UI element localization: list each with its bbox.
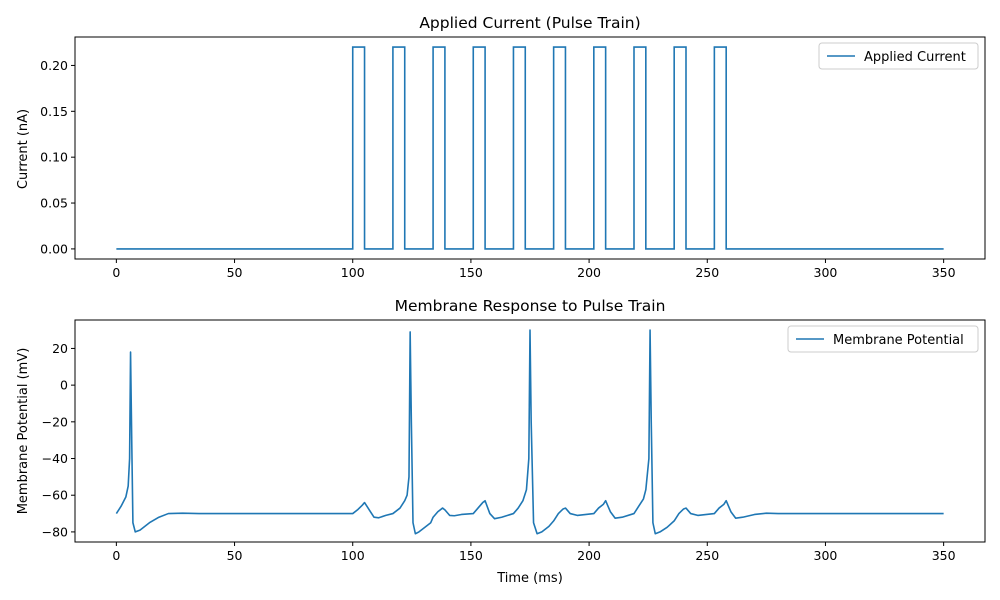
current-x-tick-label: 350 (932, 265, 956, 280)
current-x-tick-label: 100 (341, 265, 365, 280)
current-x-tick-label: 300 (814, 265, 838, 280)
current-x-tick-label: 150 (459, 265, 483, 280)
current-y-tick-label: 0.10 (40, 150, 68, 165)
membrane-y-tick-label: −80 (42, 524, 68, 539)
membrane-y-tick-label: −40 (42, 451, 68, 466)
membrane-y-tick-label: −60 (42, 488, 68, 503)
current-legend-box (818, 42, 979, 70)
current-x-tick-label: 250 (695, 265, 719, 280)
membrane-x-tick-label: 300 (814, 548, 838, 563)
current-series-line (116, 46, 944, 250)
current-y-tick-label: 0.00 (40, 241, 68, 256)
current-x-tick-label: 0 (112, 265, 120, 280)
membrane-chart: Membrane Response to Pulse Train Membran… (16, 297, 986, 586)
current-y-tick-label: 0.05 (40, 196, 68, 211)
membrane-y-tick-label: 20 (52, 341, 68, 356)
x-axis-label: Time (ms) (496, 571, 563, 586)
membrane-chart-title: Membrane Response to Pulse Train (395, 297, 666, 315)
membrane-x-tick-label: 150 (459, 548, 483, 563)
membrane-legend-box (787, 325, 979, 353)
membrane-x-tick-label: 50 (227, 548, 243, 563)
current-y-tick-label: 0.20 (40, 58, 68, 73)
membrane-x-tick-label: 200 (577, 548, 601, 563)
membrane-x-tick-label: 100 (341, 548, 365, 563)
current-x-tick-label: 50 (227, 265, 243, 280)
current-chart-title: Applied Current (Pulse Train) (419, 14, 640, 32)
membrane-x-tick-label: 250 (695, 548, 719, 563)
current-chart: Applied Current (Pulse Train) Current (n… (16, 14, 986, 280)
current-legend-label: Applied Current (864, 50, 966, 65)
membrane-x-tick-label: 0 (112, 548, 120, 563)
membrane-y-axis-label: Membrane Potential (mV) (16, 348, 31, 515)
membrane-y-tick-label: −20 (42, 414, 68, 429)
current-y-axis-label: Current (nA) (16, 109, 31, 189)
current-ticks: 0 50 100 150 200 250 300 350 0.00 0.05 0.10 0.15 0.2… (40, 58, 955, 280)
current-legend: Applied Current (818, 42, 979, 70)
current-y-tick-label: 0.15 (40, 104, 68, 119)
membrane-legend: Membrane Potential (787, 325, 979, 353)
current-x-tick-label: 200 (577, 265, 601, 280)
membrane-legend-label: Membrane Potential (833, 333, 964, 348)
membrane-ticks: 0 50 100 150 200 250 300 350 −80 −60 −40 −20 0 20 (42, 341, 956, 563)
membrane-axes-frame (74, 319, 986, 543)
membrane-y-tick-label: 0 (60, 378, 68, 393)
membrane-series-line (115, 329, 944, 535)
membrane-x-tick-label: 350 (932, 548, 956, 563)
current-axes-frame (74, 36, 986, 260)
